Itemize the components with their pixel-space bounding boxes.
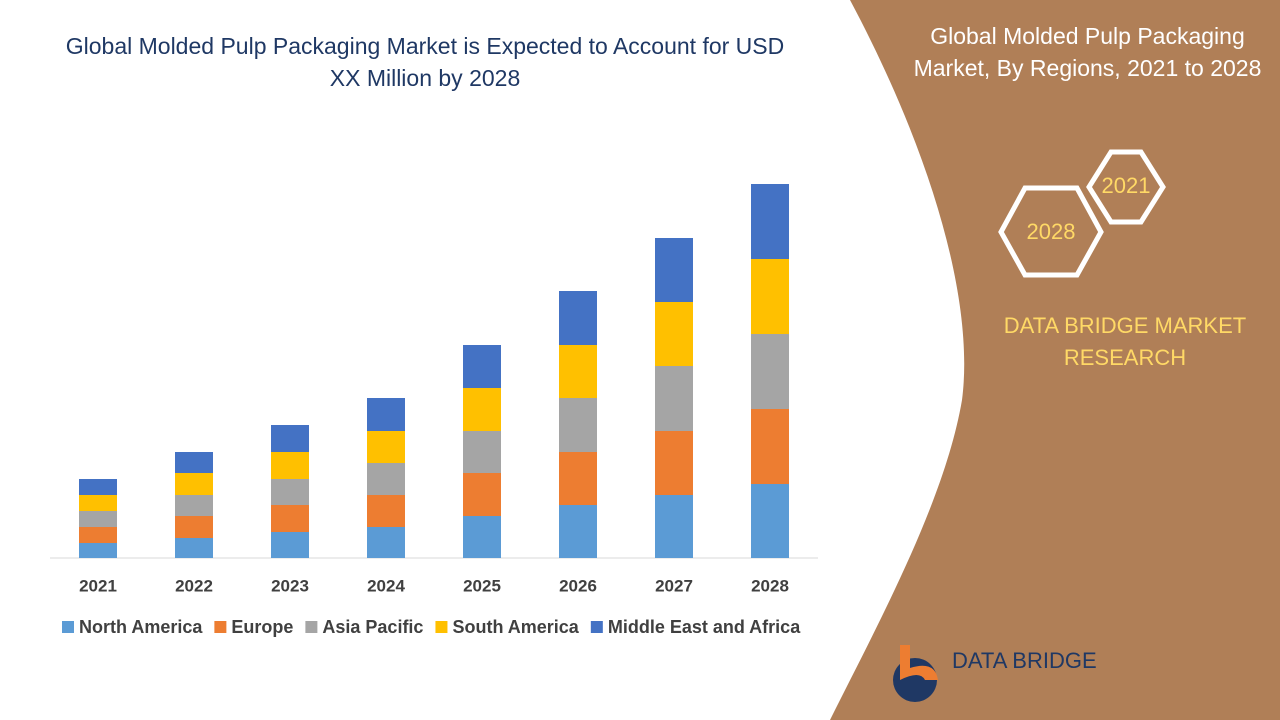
bar-segment xyxy=(79,543,117,558)
bar-segment xyxy=(367,463,405,495)
bar-segment xyxy=(79,495,117,511)
x-tick-label: 2021 xyxy=(79,576,117,595)
legend-label: Middle East and Africa xyxy=(608,617,801,637)
bar-segment xyxy=(655,366,693,431)
bar-segment xyxy=(271,425,309,452)
bar-segment xyxy=(367,398,405,431)
bar-segment xyxy=(175,473,213,495)
bar-segment xyxy=(271,505,309,532)
bar-segment xyxy=(79,511,117,527)
bar-segment xyxy=(463,516,501,558)
logo-icon xyxy=(900,645,938,680)
hex-label: 2028 xyxy=(1027,219,1076,244)
bar-segment xyxy=(271,452,309,479)
panel-title-box: Global Molded Pulp Packaging Market, By … xyxy=(913,23,1262,81)
x-tick-label: 2025 xyxy=(463,576,501,595)
bar-segment xyxy=(655,431,693,495)
bar-segment xyxy=(751,484,789,558)
legend-swatch xyxy=(62,621,74,633)
x-tick-label: 2022 xyxy=(175,576,213,595)
legend-label: Asia Pacific xyxy=(322,617,423,637)
bar-segment xyxy=(751,409,789,484)
legend-swatch xyxy=(435,621,448,633)
legend-label: Europe xyxy=(231,617,293,637)
bar-segment xyxy=(175,452,213,473)
chart-title: Global Molded Pulp Packaging Market is E… xyxy=(65,33,785,91)
bar-segment xyxy=(175,495,213,516)
panel-title: Global Molded Pulp Packaging Market, By … xyxy=(913,23,1262,81)
bar-segment xyxy=(559,398,597,452)
bar-segment xyxy=(751,184,789,259)
bar-segment xyxy=(559,452,597,505)
legend-label: South America xyxy=(452,617,579,637)
x-tick-label: 2023 xyxy=(271,576,309,595)
hex-label: 2021 xyxy=(1102,173,1151,198)
brand-text: DATA BRIDGE MARKET RESEARCH xyxy=(1003,313,1247,370)
bar-segment xyxy=(271,532,309,558)
logo-text: DATA BRIDGE xyxy=(952,648,1097,673)
side-panel xyxy=(830,0,1280,720)
bar-segment xyxy=(559,291,597,345)
bar-segment xyxy=(559,505,597,558)
x-tick-label: 2027 xyxy=(655,576,693,595)
hexagon xyxy=(1086,149,1166,225)
bar-segment xyxy=(655,495,693,558)
brand-box: DATA BRIDGE MARKET RESEARCH xyxy=(1003,313,1247,370)
bar-segment xyxy=(367,527,405,558)
title-box: Global Molded Pulp Packaging Market is E… xyxy=(65,33,785,91)
x-tick-label: 2028 xyxy=(751,576,789,595)
legend-label: North America xyxy=(79,617,203,637)
legend-swatch xyxy=(590,621,603,633)
bar-segment xyxy=(463,345,501,388)
x-tick-label: 2024 xyxy=(367,576,405,595)
bar-segment xyxy=(655,238,693,302)
bar-segment xyxy=(463,473,501,516)
legend-swatch xyxy=(214,621,227,633)
bar-segment xyxy=(751,259,789,334)
x-tick-label: 2026 xyxy=(559,576,597,595)
bar-segment xyxy=(367,431,405,463)
bar-segment xyxy=(271,479,309,505)
bar-segment xyxy=(367,495,405,527)
bar-segment xyxy=(463,431,501,473)
bar-segment xyxy=(79,479,117,495)
hexagon xyxy=(998,185,1104,278)
bar-segment xyxy=(751,334,789,409)
bar-segment xyxy=(655,302,693,366)
bar-segment xyxy=(79,527,117,543)
bar-segment xyxy=(463,388,501,431)
legend-swatch xyxy=(305,621,318,633)
bar-segment xyxy=(175,538,213,558)
bar-segment xyxy=(559,345,597,398)
bar-segment xyxy=(175,516,213,538)
